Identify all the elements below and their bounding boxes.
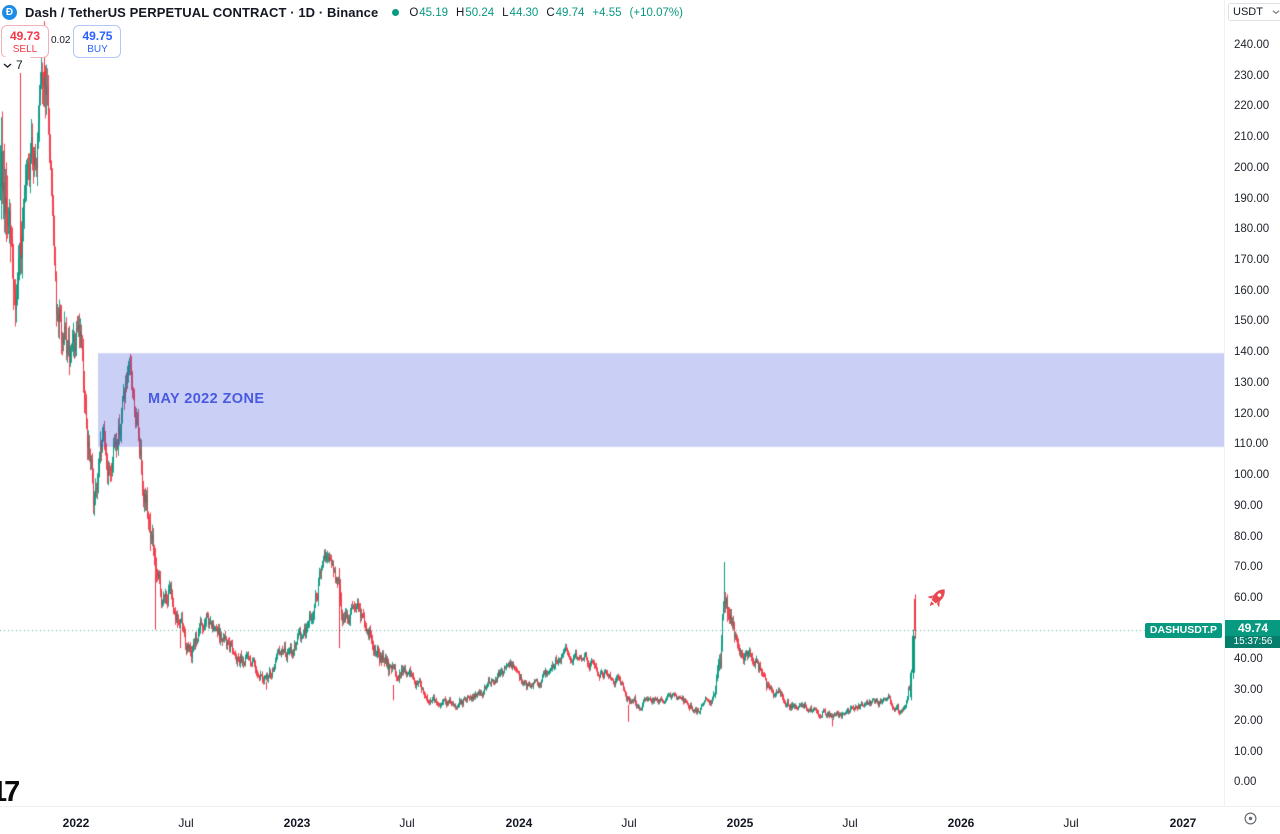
price-tick-label: 240.00 <box>1234 38 1270 51</box>
open-value: 45.19 <box>419 6 449 19</box>
price-tick-label: 110.00 <box>1234 438 1269 451</box>
price-tick-label: 200.00 <box>1234 161 1270 174</box>
legend-collapse-toggle[interactable]: 7 <box>0 57 31 73</box>
market-status-icon[interactable] <box>392 9 400 16</box>
supply-zone-label: MAY 2022 ZONE <box>148 391 265 407</box>
time-tick-label: 2024 <box>505 816 533 830</box>
open-label: O <box>409 6 419 19</box>
change-percent: (+10.07%) <box>629 6 683 19</box>
high-label: H <box>456 6 465 19</box>
sell-price: 49.73 <box>9 29 41 43</box>
last-price-value: 49.74 <box>1237 621 1269 635</box>
buy-label: BUY <box>87 44 108 55</box>
price-tick-label: 120.00 <box>1234 407 1270 420</box>
symbol-price-label: DASHUSDT.P <box>1144 623 1222 638</box>
tradingview-logo[interactable]: 17 <box>0 776 20 808</box>
price-tick-label: 180.00 <box>1234 223 1270 236</box>
price-axis[interactable]: USDT 49.74 15:37:56 240.00 230.00 220.00 21… <box>1224 0 1280 806</box>
sell-button[interactable]: 49.73 SELL <box>1 25 49 58</box>
spread-value: 0.02 <box>49 34 73 47</box>
price-tick-label: 0.00 <box>1234 776 1257 789</box>
time-tick-label: Jul <box>1063 816 1079 830</box>
time-tick-label: Jul <box>621 816 637 830</box>
chevron-down-icon <box>3 63 12 68</box>
time-tick-label: 2026 <box>947 816 975 830</box>
change-value: +4.55 <box>592 6 622 19</box>
close-label: C <box>546 6 555 19</box>
price-tick-label: 220.00 <box>1234 100 1270 113</box>
candlestick-chart-canvas[interactable] <box>0 0 1224 806</box>
chevron-down-icon <box>1272 10 1280 15</box>
time-tick-label: Jul <box>842 816 858 830</box>
price-tick-label: 190.00 <box>1234 192 1270 205</box>
time-axis[interactable]: 2022 Jul 2023 Jul 2024 Jul 2025 Jul 2026 Jul 2027 <box>0 806 1280 834</box>
rocket-icon[interactable] <box>921 584 951 614</box>
currency-unit-label: USDT <box>1233 6 1263 18</box>
price-tick-label: 10.00 <box>1234 745 1263 758</box>
price-tick-label: 150.00 <box>1234 315 1270 328</box>
price-tick-label: 160.00 <box>1234 284 1270 297</box>
price-tick-label: 20.00 <box>1234 714 1263 727</box>
price-tick-label: 60.00 <box>1234 591 1263 604</box>
ohlc-values: O 45.19 H 50.24 L 44.30 C 49.74 +4.55 (+10.0… <box>409 7 683 19</box>
trade-panel: 49.73 SELL 0.02 49.75 BUY <box>1 25 122 58</box>
price-tick-label: 80.00 <box>1234 530 1263 543</box>
low-value: 44.30 <box>509 6 539 19</box>
time-tick-label: 2025 <box>726 816 754 830</box>
time-tick-label: 2023 <box>283 816 311 830</box>
price-tick-label: 140.00 <box>1234 346 1270 359</box>
time-tick-label: Jul <box>399 816 415 830</box>
time-tick-label: Jul <box>178 816 194 830</box>
price-tick-label: 210.00 <box>1234 131 1270 144</box>
price-tick-label: 230.00 <box>1234 69 1270 82</box>
price-tick-label: 100.00 <box>1234 469 1270 482</box>
price-tick-label: 130.00 <box>1234 376 1270 389</box>
chart-legend: Đ Dash / TetherUS PERPETUAL CONTRACT · 1… <box>2 5 683 20</box>
bar-countdown: 15:37:56 <box>1225 636 1280 648</box>
object-count: 7 <box>16 58 23 72</box>
price-tick-label: 30.00 <box>1234 684 1263 697</box>
timezone-settings-icon[interactable] <box>1243 811 1258 826</box>
close-value: 49.74 <box>555 6 585 19</box>
price-tick-label: 170.00 <box>1234 253 1270 266</box>
price-tick-label: 40.00 <box>1234 653 1263 666</box>
buy-price: 49.75 <box>82 29 113 43</box>
time-tick-label: 2022 <box>62 816 90 830</box>
currency-unit-selector[interactable]: USDT <box>1228 3 1280 21</box>
dash-coin-logo-icon: Đ <box>2 5 17 20</box>
symbol-title[interactable]: Dash / TetherUS PERPETUAL CONTRACT · 1D … <box>25 5 379 20</box>
last-price-chip: 49.74 15:37:56 <box>1225 620 1280 648</box>
price-tick-label: 70.00 <box>1234 561 1263 574</box>
high-value: 50.24 <box>465 6 495 19</box>
buy-button[interactable]: 49.75 BUY <box>73 25 122 58</box>
price-tick-label: 90.00 <box>1234 499 1263 512</box>
time-tick-label: 2027 <box>1169 816 1197 830</box>
low-label: L <box>502 6 509 19</box>
sell-label: SELL <box>12 44 38 55</box>
